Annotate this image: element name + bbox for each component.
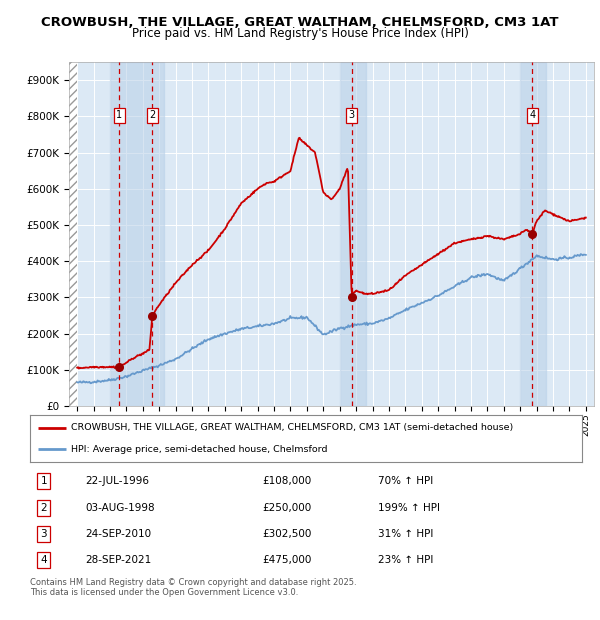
Text: 4: 4 xyxy=(529,110,535,120)
Text: £250,000: £250,000 xyxy=(262,503,311,513)
Text: 70% ↑ HPI: 70% ↑ HPI xyxy=(378,476,433,486)
Text: 3: 3 xyxy=(349,110,355,120)
Text: HPI: Average price, semi-detached house, Chelmsford: HPI: Average price, semi-detached house,… xyxy=(71,445,328,454)
Bar xyxy=(110,62,164,406)
Text: 23% ↑ HPI: 23% ↑ HPI xyxy=(378,556,433,565)
Bar xyxy=(520,62,547,406)
Text: 24-SEP-2010: 24-SEP-2010 xyxy=(85,529,151,539)
Text: 28-SEP-2021: 28-SEP-2021 xyxy=(85,556,151,565)
Text: £108,000: £108,000 xyxy=(262,476,311,486)
Bar xyxy=(69,62,77,406)
Bar xyxy=(340,62,366,406)
Text: 22-JUL-1996: 22-JUL-1996 xyxy=(85,476,149,486)
Text: 2: 2 xyxy=(40,503,47,513)
Text: £475,000: £475,000 xyxy=(262,556,311,565)
Text: 199% ↑ HPI: 199% ↑ HPI xyxy=(378,503,440,513)
Text: Price paid vs. HM Land Registry's House Price Index (HPI): Price paid vs. HM Land Registry's House … xyxy=(131,27,469,40)
Text: 3: 3 xyxy=(40,529,47,539)
Text: 03-AUG-1998: 03-AUG-1998 xyxy=(85,503,155,513)
Text: 1: 1 xyxy=(40,476,47,486)
Text: 1: 1 xyxy=(116,110,122,120)
Text: 4: 4 xyxy=(40,556,47,565)
Text: £302,500: £302,500 xyxy=(262,529,311,539)
Text: 31% ↑ HPI: 31% ↑ HPI xyxy=(378,529,433,539)
Text: CROWBUSH, THE VILLAGE, GREAT WALTHAM, CHELMSFORD, CM3 1AT: CROWBUSH, THE VILLAGE, GREAT WALTHAM, CH… xyxy=(41,16,559,29)
Text: 2: 2 xyxy=(149,110,155,120)
Text: Contains HM Land Registry data © Crown copyright and database right 2025.
This d: Contains HM Land Registry data © Crown c… xyxy=(30,578,356,597)
Text: CROWBUSH, THE VILLAGE, GREAT WALTHAM, CHELMSFORD, CM3 1AT (semi-detached house): CROWBUSH, THE VILLAGE, GREAT WALTHAM, CH… xyxy=(71,423,514,433)
